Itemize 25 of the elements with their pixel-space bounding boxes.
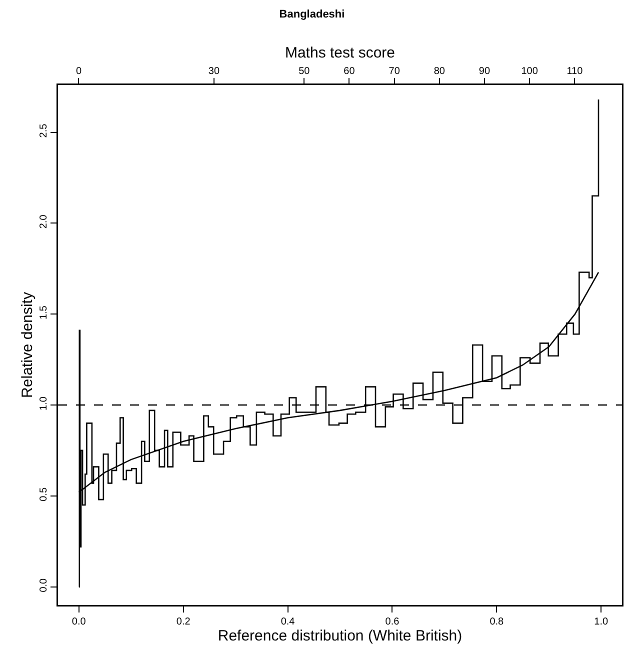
y-tick-label: 0.5 bbox=[38, 487, 50, 502]
x-tick-label: 0.6 bbox=[385, 616, 400, 628]
x-tick-label: 1.0 bbox=[594, 616, 608, 628]
x-tick-label: 0.4 bbox=[280, 616, 296, 628]
x2-tick-label: 60 bbox=[344, 66, 356, 77]
y-tick-label: 1.0 bbox=[38, 396, 50, 410]
x2-axis-title: Maths test score bbox=[284, 44, 396, 62]
x-tick-label: 0.8 bbox=[490, 616, 504, 628]
x-axis-title: Reference distribution (White British) bbox=[218, 627, 462, 644]
chart-title: Bangladeshi bbox=[279, 8, 345, 20]
x2-tick-label: 50 bbox=[298, 66, 310, 77]
x2-tick-label: 80 bbox=[434, 66, 446, 77]
y-tick-label: 0.0 bbox=[38, 578, 50, 592]
x-tick-label: 0.2 bbox=[176, 616, 191, 628]
x2-tick-label: 0 bbox=[76, 66, 82, 77]
x2-tick-label: 30 bbox=[208, 66, 220, 77]
x-tick-label: 0.0 bbox=[72, 616, 86, 628]
x2-tick-label: 100 bbox=[521, 66, 538, 77]
y-axis-title: Relative density bbox=[19, 292, 36, 398]
x2-tick-label: 70 bbox=[388, 66, 400, 77]
x2-tick-label: 90 bbox=[478, 66, 490, 77]
y-tick-label: 1.5 bbox=[38, 305, 50, 320]
y-tick-label: 2.0 bbox=[38, 214, 50, 229]
x2-tick-label: 110 bbox=[566, 66, 584, 77]
y-tick-label: 2.5 bbox=[38, 123, 50, 138]
